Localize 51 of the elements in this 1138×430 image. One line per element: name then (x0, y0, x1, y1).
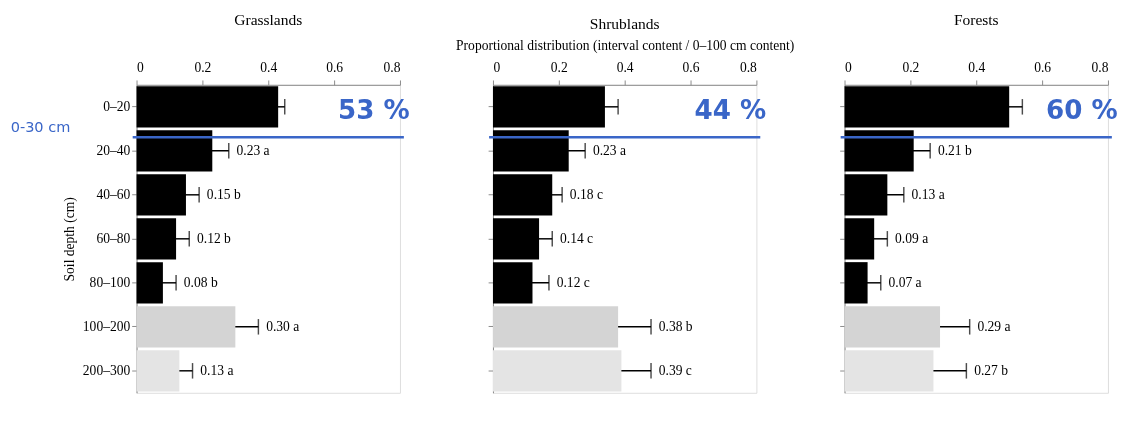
data-label: 0.07 a (888, 274, 922, 290)
data-label: 0.30 a (266, 318, 300, 334)
data-label: 0.39 c (658, 362, 692, 378)
y-tick-label: 60–80 (96, 230, 131, 246)
data-label: 0.15 b (206, 186, 241, 202)
data-label: 0.23 a (236, 142, 270, 158)
data-label: 0.27 b (974, 362, 1009, 378)
x-tick-label: 0.6 (1034, 59, 1052, 75)
x-axis-title: Proportional distribution (interval content / 0–100 cm content) (456, 38, 795, 55)
data-label: 0.08 b (183, 274, 218, 290)
x-tick-label: 0 (137, 59, 145, 75)
x-tick-label: 0 (845, 59, 853, 75)
bar (844, 350, 934, 392)
x-tick-label: 0 (493, 59, 501, 75)
x-tick-label: 0.8 (739, 59, 758, 75)
chart-title: Grasslands (234, 10, 303, 28)
y-axis-title: Soil depth (cm) (62, 197, 79, 282)
x-tick-label: 0.4 (260, 59, 278, 75)
x-tick-label: 0.8 (383, 59, 401, 75)
x-tick-label: 0.2 (194, 59, 212, 75)
x-tick-label: 0.4 (968, 59, 986, 75)
data-label: 0.18 c (569, 186, 603, 202)
data-label: 0.38 b (658, 318, 693, 334)
data-label: 0.12 c (556, 274, 590, 290)
y-tick-label: 0–20 (103, 98, 131, 114)
y-tick-label: 200–300 (82, 362, 131, 378)
data-label: 0.13 a (200, 362, 234, 378)
y-tick-label: 40–60 (96, 186, 131, 202)
y-tick-label: 80–100 (89, 274, 131, 290)
y-tick-label: 100–200 (82, 318, 131, 334)
x-tick-label: 0.4 (616, 59, 634, 75)
chart-title: Forests (953, 10, 999, 28)
data-label: 0.14 c (559, 230, 594, 246)
annotation: 53 % (338, 94, 410, 125)
x-tick-label: 0.6 (682, 59, 700, 75)
annotation: 60 % (1046, 94, 1118, 125)
x-tick-label: 0.2 (550, 59, 569, 75)
ref-line-label: 0-30 cm (10, 119, 71, 136)
data-label: 0.29 a (977, 318, 1011, 334)
y-tick-label: 20–40 (96, 142, 131, 158)
x-tick-label: 0.6 (326, 59, 344, 75)
bar (844, 306, 941, 348)
data-label: 0.12 b (197, 230, 232, 246)
data-label: 0.13 a (911, 186, 945, 202)
data-label: 0.23 a (592, 142, 627, 158)
x-tick-label: 0.2 (902, 59, 920, 75)
data-label: 0.21 b (937, 142, 972, 158)
x-tick-label: 0.8 (1091, 59, 1109, 75)
data-label: 0.09 a (895, 230, 929, 246)
chart-title: Shrublands (589, 14, 660, 32)
annotation: 44 % (694, 94, 767, 125)
